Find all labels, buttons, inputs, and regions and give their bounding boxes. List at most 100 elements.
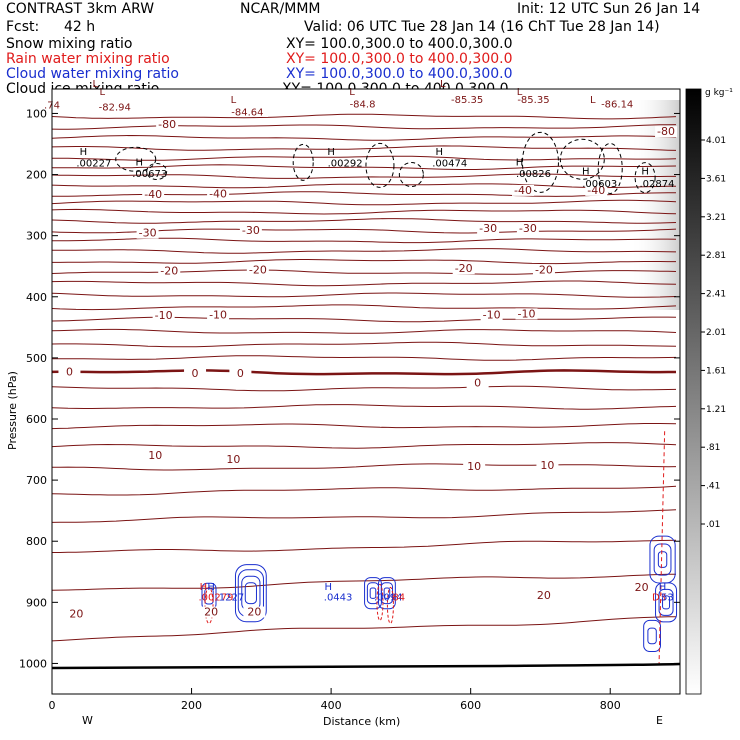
- extremum-label: H: [325, 582, 333, 593]
- extremum-label: -86.14: [601, 99, 633, 110]
- extremum-label: H: [641, 167, 649, 178]
- y-tick-label: 400: [26, 291, 47, 304]
- y-tick-label: 200: [26, 169, 47, 182]
- temperature-label: -40: [144, 188, 162, 201]
- isotherm: [52, 573, 677, 591]
- field-rain-xy: XY= 100.0,300.0 to 400.0,300.0: [286, 51, 513, 67]
- contour-label-bg: [630, 582, 653, 594]
- temperature-label: -80: [158, 118, 176, 131]
- isotherm: [52, 292, 677, 298]
- rain-contour: [204, 586, 214, 624]
- temperature-label: -30: [139, 227, 157, 240]
- cloud-contour: [383, 587, 391, 599]
- cloud-contour: [378, 577, 396, 610]
- model-title: CONTRAST 3km ARW: [6, 1, 154, 17]
- y-tick-label: 500: [26, 352, 47, 365]
- contour-label-bg: [239, 225, 262, 237]
- x-tick-label: 600: [460, 699, 481, 712]
- x-tick-label: 400: [321, 699, 342, 712]
- extremum-label: .00603: [582, 179, 617, 190]
- colorbar-label: 1.61: [706, 366, 726, 376]
- temperature-label: -40: [209, 188, 227, 201]
- snow-contour: [115, 146, 157, 172]
- cloud-contour: [369, 587, 377, 599]
- org-label: NCAR/MMM: [240, 1, 321, 17]
- isotherm: [52, 341, 677, 348]
- extremum-label: L: [99, 87, 105, 98]
- extremum-label: H: [135, 157, 143, 168]
- extremum-label: .00826: [516, 169, 551, 180]
- isotherm: [52, 248, 677, 254]
- rain-contour: [386, 586, 394, 624]
- contour-label-bg: [512, 184, 534, 196]
- cloud-contour: [234, 564, 267, 623]
- extremum-label: L: [590, 95, 596, 106]
- extremum-label: .02874: [639, 179, 674, 190]
- field-snow-name: Snow mixing ratio: [6, 36, 132, 52]
- cloud-contour: [244, 582, 257, 605]
- snow-contour: [365, 142, 395, 188]
- temperature-label: -30: [479, 222, 497, 235]
- temperature-label: 10: [540, 459, 554, 472]
- snow-contour: [521, 131, 559, 193]
- contour-label-bg: [532, 590, 555, 602]
- contour-label-bg: [156, 118, 179, 130]
- isotherm: [52, 509, 677, 523]
- contour-label-bg: [152, 310, 175, 322]
- temperature-label: 20: [247, 606, 261, 619]
- cloud-contour: [662, 595, 671, 610]
- rain-contour: [658, 431, 666, 664]
- init-time: Init: 12 UTC Sun 26 Jan 14: [517, 1, 700, 17]
- extremum-label: H: [200, 582, 208, 593]
- contour-label-bg: [463, 461, 486, 473]
- temperature-label: -30: [242, 224, 260, 237]
- isotherm: [52, 124, 677, 130]
- cloud-contour: [204, 587, 214, 605]
- colorbar-label: 2.01: [706, 328, 726, 338]
- contour-label-bg: [477, 222, 500, 234]
- extremum-label: H: [80, 147, 88, 158]
- x-axis: 0 200 400 600 800: [49, 688, 621, 712]
- snow-contours: [115, 131, 656, 194]
- temperature-label: 10: [226, 453, 240, 466]
- field-rain-name: Rain water mixing ratio: [6, 51, 170, 67]
- colorbar-label: .01: [706, 520, 720, 530]
- isotherm: [52, 208, 677, 215]
- temperature-label: -40: [514, 184, 532, 197]
- x-tick-label: 200: [181, 699, 202, 712]
- temperature-label: -30: [519, 222, 537, 235]
- isotherm: [52, 164, 677, 170]
- temperature-label: 20: [204, 606, 218, 619]
- field-snow-xy: XY= 100.0,300.0 to 400.0,300.0: [286, 36, 513, 52]
- contour-label-bg: [655, 126, 678, 138]
- isotherm: [52, 304, 677, 311]
- extremum-label: H: [516, 157, 524, 168]
- snow-contour: [634, 162, 656, 194]
- temperature-label: 20: [635, 581, 649, 594]
- cloud-contour: [647, 627, 657, 645]
- contour-label-bg: [480, 309, 503, 321]
- extremum-label: D3: [652, 593, 666, 604]
- extremum-label: L: [440, 79, 446, 90]
- contour-label-bg: [58, 366, 81, 378]
- colorbar-labels: 4.01 3.61 3.21 2.81 2.41 2.01 1.61 1.21 .81 .41 .0…: [701, 136, 726, 530]
- extremum-label: .0094: [374, 593, 403, 604]
- isotherm: [52, 113, 677, 120]
- temperature-label: -10: [155, 309, 173, 322]
- snow-contour: [559, 138, 605, 180]
- y-tick-label: 900: [26, 596, 47, 609]
- contour-label-bg: [144, 450, 167, 462]
- snow-contour: [146, 163, 168, 180]
- extremum-label: L: [92, 79, 98, 90]
- temperature-contours: [52, 113, 677, 642]
- extremum-label: H: [582, 167, 590, 178]
- colorbar-label: 1.21: [706, 405, 726, 415]
- temperature-label: -20: [535, 263, 553, 276]
- colorbar-label: 3.21: [706, 213, 726, 223]
- extremum-label: L: [517, 87, 523, 98]
- isotherm: [52, 218, 677, 224]
- field-cloud-name: Cloud water mixing ratio: [6, 66, 179, 82]
- extremum-label: L: [231, 95, 237, 106]
